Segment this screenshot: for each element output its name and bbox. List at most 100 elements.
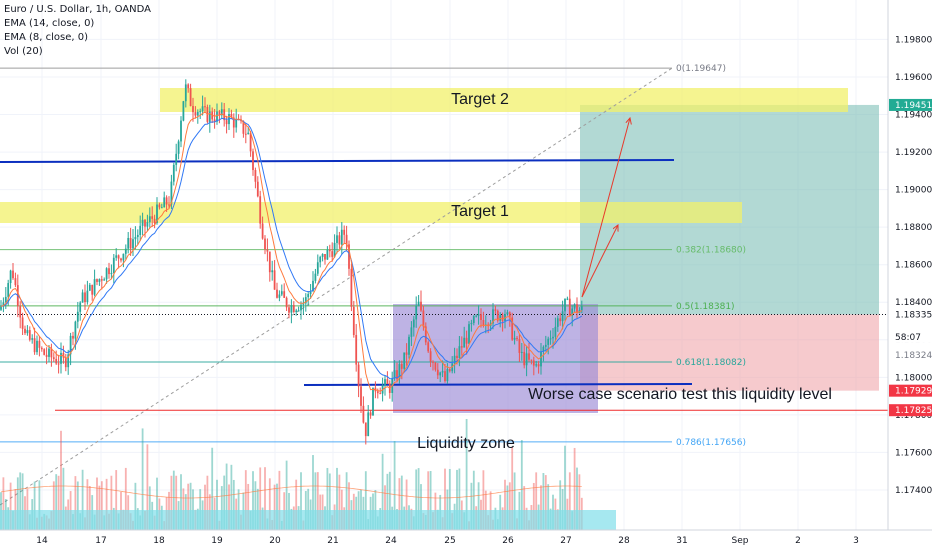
candle[interactable] [424,322,427,346]
candle[interactable] [352,300,355,338]
candle[interactable] [69,332,72,366]
candle[interactable] [218,109,221,124]
candle[interactable] [312,271,314,293]
candle[interactable] [369,410,372,419]
candle[interactable] [506,309,509,316]
candle[interactable] [427,340,430,353]
candle[interactable] [453,347,456,374]
candle[interactable] [19,301,22,329]
candle[interactable] [333,234,336,258]
fib-trend-line[interactable] [0,67,673,506]
candle[interactable] [256,176,259,198]
candle[interactable] [523,343,526,369]
candle[interactable] [288,304,290,319]
candle[interactable] [300,301,302,320]
candle[interactable] [511,312,514,341]
candle[interactable] [122,253,125,268]
candle[interactable] [280,284,283,297]
candle[interactable] [384,375,386,396]
legend-ema8[interactable]: EMA (8, close, 0) [4,32,88,43]
candle[interactable] [36,335,38,355]
candle[interactable] [180,116,182,148]
candle[interactable] [220,102,223,119]
candle[interactable] [146,214,149,232]
candle[interactable] [261,216,264,240]
candle[interactable] [139,215,142,242]
candle[interactable] [62,345,65,364]
candle[interactable] [194,106,197,119]
candle[interactable] [129,227,132,256]
candle[interactable] [72,331,74,346]
ema14-line[interactable] [0,117,583,380]
price-tag-liquidity[interactable]: 1.17825 [889,404,932,417]
liquidity-line[interactable] [303,383,693,386]
candle[interactable] [480,308,482,328]
candle[interactable] [160,203,163,209]
candle[interactable] [302,297,305,315]
candle[interactable] [513,330,516,345]
candle[interactable] [417,295,420,307]
candle[interactable] [420,290,422,312]
candle[interactable] [544,335,547,352]
legend-volume[interactable]: Vol (20) [4,46,43,57]
candle[interactable] [542,345,545,362]
candle[interactable] [429,348,432,367]
candle[interactable] [182,100,185,122]
candle[interactable] [235,108,238,133]
candle[interactable] [204,97,206,112]
candle[interactable] [468,321,470,345]
candle[interactable] [266,238,269,262]
candle[interactable] [345,225,348,251]
candle[interactable] [136,229,139,245]
candle[interactable] [568,289,571,316]
candle[interactable] [472,315,475,326]
candle[interactable] [314,268,317,284]
candle[interactable] [532,356,535,376]
candle[interactable] [357,361,360,398]
legend-symbol[interactable]: Euro / U.S. Dollar, 1h, OANDA [4,4,152,15]
candle[interactable] [120,257,122,263]
candle[interactable] [348,240,350,276]
candle[interactable] [192,97,194,122]
candle[interactable] [285,296,288,311]
candle[interactable] [422,305,425,331]
candle[interactable] [187,83,190,93]
candle[interactable] [67,349,70,375]
candle[interactable] [292,301,295,313]
candle[interactable] [540,342,542,375]
candle[interactable] [127,232,130,254]
candle[interactable] [225,115,228,134]
candle[interactable] [249,130,252,157]
candle[interactable] [360,378,362,414]
candle[interactable] [31,334,34,344]
candle[interactable] [98,278,101,286]
target1-zone[interactable] [0,202,742,223]
candle[interactable] [144,219,146,238]
candle[interactable] [213,109,216,129]
candle[interactable] [201,95,204,116]
candle[interactable] [316,254,319,276]
arrow-to-target1[interactable] [581,225,618,298]
candle[interactable] [338,231,341,249]
candle[interactable] [460,336,463,356]
candle[interactable] [273,260,276,290]
candle[interactable] [432,360,434,371]
candle[interactable] [412,316,415,337]
candle[interactable] [264,235,266,255]
candle[interactable] [343,225,346,244]
candle[interactable] [434,361,437,372]
candle[interactable] [199,108,202,120]
candle[interactable] [28,326,31,342]
candle[interactable] [499,312,502,328]
candle[interactable] [184,79,187,108]
candle[interactable] [271,260,274,281]
price-tag-ema[interactable]: 1.18324 [889,348,932,361]
candle[interactable] [530,359,533,365]
candle[interactable] [268,251,271,282]
candle[interactable] [340,222,343,255]
candle[interactable] [14,272,17,288]
candle[interactable] [163,191,166,208]
candle[interactable] [556,315,559,332]
candle[interactable] [148,207,151,228]
price-tag-current[interactable]: 1.18335 [889,308,932,321]
